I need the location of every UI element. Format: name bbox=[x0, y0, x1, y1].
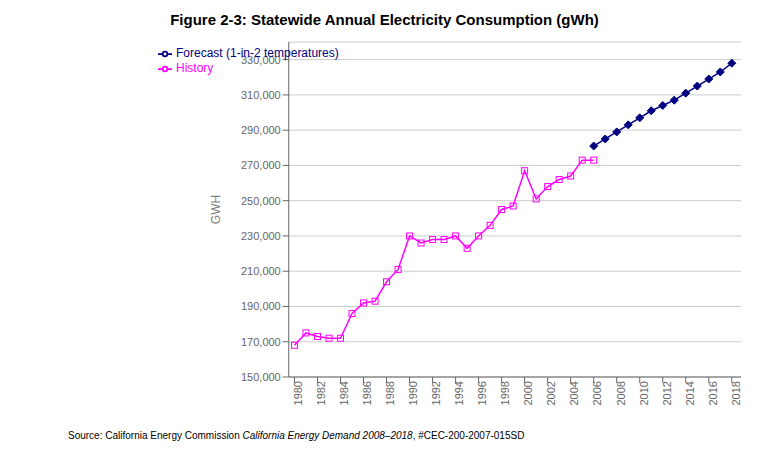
svg-text:1994: 1994 bbox=[453, 381, 465, 405]
svg-text:1988: 1988 bbox=[384, 381, 396, 405]
svg-text:2004: 2004 bbox=[568, 381, 580, 405]
svg-text:2008: 2008 bbox=[615, 381, 627, 405]
svg-text:310,000: 310,000 bbox=[241, 89, 281, 101]
svg-text:250,000: 250,000 bbox=[241, 195, 281, 207]
svg-text:2018: 2018 bbox=[730, 381, 742, 405]
svg-text:230,000: 230,000 bbox=[241, 230, 281, 242]
svg-text:2016: 2016 bbox=[707, 381, 719, 405]
svg-text:270,000: 270,000 bbox=[241, 159, 281, 171]
svg-text:1984: 1984 bbox=[338, 381, 350, 405]
svg-text:GWH: GWH bbox=[209, 195, 223, 224]
svg-text:2006: 2006 bbox=[592, 381, 604, 405]
svg-text:2014: 2014 bbox=[684, 381, 696, 405]
svg-text:150,000: 150,000 bbox=[241, 371, 281, 383]
svg-text:190,000: 190,000 bbox=[241, 300, 281, 312]
svg-text:290,000: 290,000 bbox=[241, 124, 281, 136]
svg-text:330,000: 330,000 bbox=[241, 54, 281, 66]
svg-text:2012: 2012 bbox=[661, 381, 673, 405]
svg-text:2000: 2000 bbox=[522, 381, 534, 405]
svg-text:1998: 1998 bbox=[499, 381, 511, 405]
svg-text:1982: 1982 bbox=[315, 381, 327, 405]
svg-text:1980: 1980 bbox=[292, 381, 304, 405]
svg-text:1996: 1996 bbox=[476, 381, 488, 405]
svg-text:1992: 1992 bbox=[430, 381, 442, 405]
svg-text:1990: 1990 bbox=[407, 381, 419, 405]
svg-text:1986: 1986 bbox=[361, 381, 373, 405]
svg-text:170,000: 170,000 bbox=[241, 336, 281, 348]
svg-text:2002: 2002 bbox=[545, 381, 557, 405]
svg-text:2010: 2010 bbox=[638, 381, 650, 405]
svg-text:210,000: 210,000 bbox=[241, 265, 281, 277]
